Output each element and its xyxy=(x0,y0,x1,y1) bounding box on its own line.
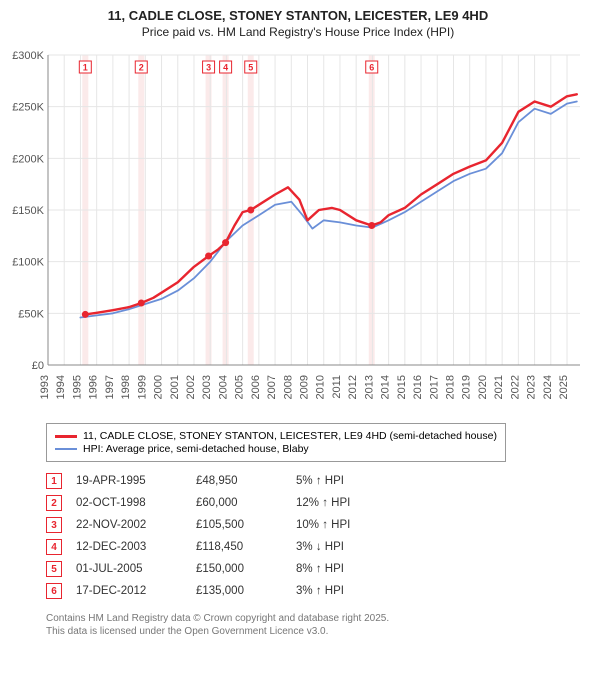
legend-label: 11, CADLE CLOSE, STONEY STANTON, LEICEST… xyxy=(83,430,497,442)
legend-swatch xyxy=(55,448,77,450)
svg-text:£250K: £250K xyxy=(12,102,44,114)
svg-text:1: 1 xyxy=(83,63,88,73)
page-subtitle: Price paid vs. HM Land Registry's House … xyxy=(6,25,590,39)
transaction-marker: 1 xyxy=(46,473,62,489)
price-chart: £0 £50K £100K £150K £200K £250K £300K 1993 1994 1… xyxy=(6,45,590,415)
transaction-hpi-delta: 5% ↑ HPI xyxy=(296,475,396,487)
svg-text:£150K: £150K xyxy=(12,205,44,217)
transaction-date: 17-DEC-2012 xyxy=(76,585,196,597)
svg-text:2025: 2025 xyxy=(558,375,570,399)
svg-text:2023: 2023 xyxy=(526,375,538,399)
svg-text:5: 5 xyxy=(248,63,253,73)
chart-legend: 11, CADLE CLOSE, STONEY STANTON, LEICEST… xyxy=(46,423,506,462)
table-row: 2 02-OCT-1998£60,00012% ↑ HPI xyxy=(46,492,590,514)
svg-text:1996: 1996 xyxy=(88,375,100,399)
transaction-marker: 3 xyxy=(46,517,62,533)
footer-attribution: Contains HM Land Registry data © Crown c… xyxy=(46,612,590,638)
svg-text:6: 6 xyxy=(369,63,374,73)
svg-text:2015: 2015 xyxy=(396,375,408,399)
legend-item: 11, CADLE CLOSE, STONEY STANTON, LEICEST… xyxy=(55,430,497,442)
footer-line: Contains HM Land Registry data © Crown c… xyxy=(46,612,590,625)
transaction-hpi-delta: 3% ↑ HPI xyxy=(296,585,396,597)
transaction-marker: 6 xyxy=(46,583,62,599)
svg-text:2005: 2005 xyxy=(234,375,246,399)
table-row: 6 17-DEC-2012£135,0003% ↑ HPI xyxy=(46,580,590,602)
svg-text:2018: 2018 xyxy=(444,375,456,399)
transaction-marker: 2 xyxy=(46,495,62,511)
svg-text:2007: 2007 xyxy=(266,375,278,399)
table-row: 1 19-APR-1995£48,9505% ↑ HPI xyxy=(46,470,590,492)
svg-text:1995: 1995 xyxy=(71,375,83,399)
transaction-price: £150,000 xyxy=(196,563,296,575)
svg-text:1998: 1998 xyxy=(120,375,132,399)
svg-text:£0: £0 xyxy=(32,360,44,372)
svg-text:2000: 2000 xyxy=(153,375,165,399)
svg-text:3: 3 xyxy=(206,63,211,73)
transaction-date: 01-JUL-2005 xyxy=(76,563,196,575)
svg-text:£300K: £300K xyxy=(12,50,44,62)
svg-text:2003: 2003 xyxy=(201,375,213,399)
svg-text:2019: 2019 xyxy=(461,375,473,399)
svg-text:1993: 1993 xyxy=(39,375,51,399)
transaction-price: £105,500 xyxy=(196,519,296,531)
svg-text:2022: 2022 xyxy=(509,375,521,399)
transaction-hpi-delta: 10% ↑ HPI xyxy=(296,519,396,531)
svg-text:2016: 2016 xyxy=(412,375,424,399)
svg-text:2: 2 xyxy=(139,63,144,73)
transaction-date: 22-NOV-2002 xyxy=(76,519,196,531)
transaction-date: 02-OCT-1998 xyxy=(76,497,196,509)
table-row: 5 01-JUL-2005£150,0008% ↑ HPI xyxy=(46,558,590,580)
page-title: 11, CADLE CLOSE, STONEY STANTON, LEICEST… xyxy=(6,8,590,23)
svg-text:2024: 2024 xyxy=(542,375,554,399)
svg-text:2002: 2002 xyxy=(185,375,197,399)
transaction-price: £135,000 xyxy=(196,585,296,597)
svg-text:2021: 2021 xyxy=(493,375,505,399)
transaction-price: £118,450 xyxy=(196,541,296,553)
svg-text:2001: 2001 xyxy=(169,375,181,399)
transactions-table: 119-APR-1995£48,9505% ↑ HPI202-OCT-1998£… xyxy=(46,470,590,602)
svg-text:2017: 2017 xyxy=(428,375,440,399)
legend-item: HPI: Average price, semi-detached house,… xyxy=(55,443,497,455)
svg-text:£100K: £100K xyxy=(12,257,44,269)
svg-text:£200K: £200K xyxy=(12,153,44,165)
transaction-price: £48,950 xyxy=(196,475,296,487)
svg-text:2010: 2010 xyxy=(315,375,327,399)
transaction-marker: 5 xyxy=(46,561,62,577)
svg-text:2012: 2012 xyxy=(347,375,359,399)
transaction-hpi-delta: 8% ↑ HPI xyxy=(296,563,396,575)
table-row: 3 22-NOV-2002£105,50010% ↑ HPI xyxy=(46,514,590,536)
transaction-date: 12-DEC-2003 xyxy=(76,541,196,553)
svg-text:2006: 2006 xyxy=(250,375,262,399)
svg-text:1999: 1999 xyxy=(136,375,148,399)
transaction-date: 19-APR-1995 xyxy=(76,475,196,487)
svg-text:2020: 2020 xyxy=(477,375,489,399)
transaction-marker: 4 xyxy=(46,539,62,555)
svg-text:1994: 1994 xyxy=(55,375,67,399)
svg-text:2004: 2004 xyxy=(217,375,229,399)
svg-text:1997: 1997 xyxy=(104,375,116,399)
legend-swatch xyxy=(55,435,77,438)
legend-label: HPI: Average price, semi-detached house,… xyxy=(83,443,309,455)
svg-text:2008: 2008 xyxy=(282,375,294,399)
transaction-price: £60,000 xyxy=(196,497,296,509)
svg-text:4: 4 xyxy=(223,63,228,73)
svg-text:2009: 2009 xyxy=(299,375,311,399)
svg-text:2011: 2011 xyxy=(331,375,343,399)
transaction-hpi-delta: 3% ↓ HPI xyxy=(296,541,396,553)
svg-text:2013: 2013 xyxy=(363,375,375,399)
footer-line: This data is licensed under the Open Gov… xyxy=(46,625,590,638)
svg-text:£50K: £50K xyxy=(18,308,44,320)
transaction-hpi-delta: 12% ↑ HPI xyxy=(296,497,396,509)
svg-text:2014: 2014 xyxy=(380,375,392,399)
table-row: 4 12-DEC-2003£118,4503% ↓ HPI xyxy=(46,536,590,558)
